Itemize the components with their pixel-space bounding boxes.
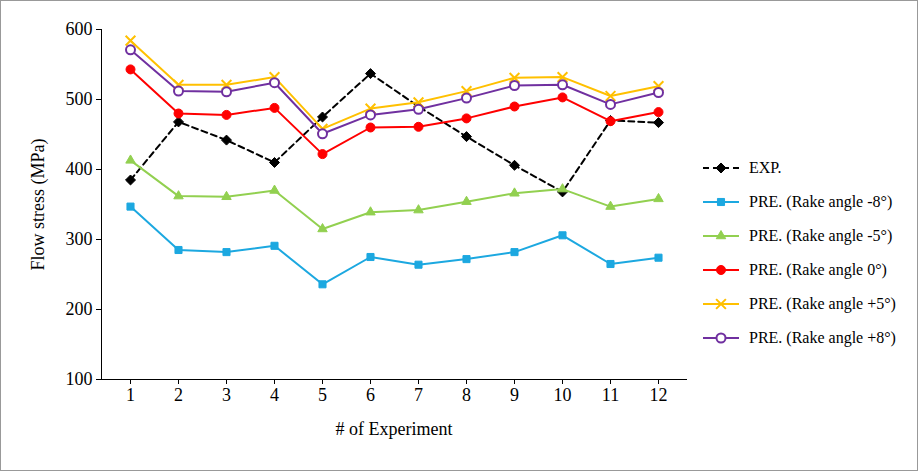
html-text:PRE. (Rake angle +5°): PRE. (Rake angle +5°) (749, 295, 896, 312)
svg-text:600: 600 (66, 19, 93, 39)
html-text:PRE. (Rake angle +8°): PRE. (Rake angle +8°) (749, 329, 896, 346)
svg-text:10: 10 (554, 385, 572, 405)
svg-text:400: 400 (66, 159, 93, 179)
svg-text:8: 8 (462, 385, 471, 405)
html-text:PRE. (Rake angle -5°): PRE. (Rake angle -5°) (749, 227, 893, 244)
html-text:PRE. (Rake angle -8°): PRE. (Rake angle -8°) (749, 193, 893, 210)
svg-text:3: 3 (222, 385, 231, 405)
svg-text:11: 11 (602, 385, 619, 405)
svg-text:200: 200 (66, 299, 93, 319)
svg-text:Flow stress (MPa): Flow stress (MPa) (28, 138, 49, 270)
svg-text:500: 500 (66, 89, 93, 109)
svg-text:4: 4 (270, 385, 279, 405)
svg-text:7: 7 (414, 385, 423, 405)
html-text:PRE. (Rake angle 0°): PRE. (Rake angle 0°) (749, 261, 887, 278)
svg-text:6: 6 (366, 385, 375, 405)
svg-text:12: 12 (650, 385, 668, 405)
svg-text:1: 1 (126, 385, 135, 405)
svg-text:9: 9 (510, 385, 519, 405)
html-text:EXP.: EXP. (749, 159, 782, 176)
svg-text:2: 2 (174, 385, 183, 405)
svg-text:# of Experiment: # of Experiment (336, 419, 453, 439)
svg-text:300: 300 (66, 229, 93, 249)
svg-text:100: 100 (66, 369, 93, 389)
svg-text:5: 5 (318, 385, 327, 405)
